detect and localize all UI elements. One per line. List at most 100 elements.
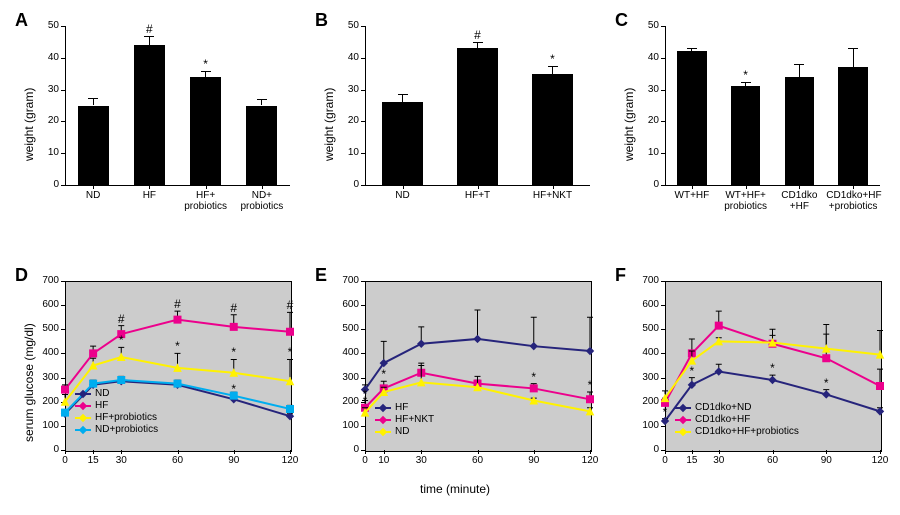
category-label: ND [65,190,121,201]
y-tick-label: 40 [633,52,659,63]
legend-swatch [75,417,91,419]
category-label: HF+ probiotics [178,190,234,212]
legend-swatch [75,429,91,431]
series-marker [287,405,294,412]
error-cap [88,98,98,99]
panel-F: F0100200300400500600700015306090120****C… [610,265,890,490]
y-tick-label: 10 [33,147,59,158]
y-tick-label: 50 [33,20,59,31]
legend-item: ND+probiotics [75,424,158,435]
y-tick [661,58,665,59]
legend-swatch [75,393,91,395]
y-tick [361,58,365,59]
legend-label: HF [95,400,108,411]
legend-label: HF+NKT [395,414,434,425]
y-tick [361,185,365,186]
bar [78,106,109,186]
significance-marker: * [228,382,240,396]
y-tick [661,185,665,186]
error-cap [144,36,154,37]
y-tick [361,90,365,91]
error-cap [687,48,697,49]
category-label: HF+NKT [515,190,590,201]
error-cap [473,42,483,43]
error-cap [398,94,408,95]
series-svg [10,265,300,490]
category-label: CD1dko +HF [773,190,827,212]
legend-swatch [675,419,691,421]
significance-marker: * [284,345,296,359]
panel-D: Dserum glucose (mg/dl)010020030040050060… [10,265,300,490]
significance-marker: # [172,297,184,311]
significance-marker: * [528,370,540,384]
legend-marker-icon [679,427,687,435]
x-tick [478,185,479,189]
panel-label: A [15,10,28,31]
y-tick-label: 20 [333,115,359,126]
error-bar [799,64,800,77]
significance-marker: * [378,367,390,381]
y-tick-label: 0 [333,179,359,190]
error-bar [587,317,593,351]
x-axis [665,185,880,186]
x-tick [149,185,150,189]
series-marker [90,350,97,357]
x-tick [746,185,747,189]
legend-marker-icon [79,389,87,397]
bar [382,102,423,185]
legend-marker-icon [379,427,387,435]
error-bar [93,98,94,106]
y-tick [61,58,65,59]
y-axis [65,26,66,185]
error-bar [475,310,481,339]
y-tick-label: 20 [33,115,59,126]
x-tick [93,185,94,189]
y-tick [61,185,65,186]
y-tick-label: 30 [33,84,59,95]
category-label: ND+ probiotics [234,190,290,212]
series-marker [530,343,537,350]
y-axis [665,26,666,185]
series-marker [715,368,722,375]
y-tick [61,121,65,122]
y-tick [661,121,665,122]
legend-label: HF+probiotics [95,412,157,423]
legend-item: HF [375,402,434,413]
legend-item: HF [75,400,158,411]
x-axis [65,185,290,186]
x-tick [853,185,854,189]
series-marker [174,380,181,387]
panel-B: Bweight (gram)01020304050ND#HF+T*HF+NKT [310,10,600,235]
y-tick [661,26,665,27]
legend-item: HF+NKT [375,414,434,425]
bar [134,45,165,185]
y-tick [61,153,65,154]
series-marker [715,322,722,329]
error-cap [201,71,211,72]
x-tick [403,185,404,189]
significance-marker: # [470,28,486,42]
bar [838,67,868,185]
bar [457,48,498,185]
error-bar [853,48,854,67]
y-tick-label: 30 [333,84,359,95]
y-tick-label: 10 [633,147,659,158]
category-label: HF [121,190,177,201]
legend-marker-icon [379,415,387,423]
y-tick [361,26,365,27]
y-tick-label: 50 [333,20,359,31]
significance-marker: * [198,57,214,71]
legend-marker-icon [679,415,687,423]
y-tick-label: 0 [33,179,59,190]
series-marker [418,340,425,347]
legend-swatch [375,407,391,409]
significance-marker: * [820,376,832,390]
bar [190,77,221,185]
error-bar [402,94,403,102]
significance-marker: * [228,345,240,359]
legend-swatch [675,407,691,409]
series-svg [310,265,600,490]
series-marker [62,386,69,393]
panel-E: E0100200300400500600700010306090120*****… [310,265,600,490]
y-tick-label: 30 [633,84,659,95]
